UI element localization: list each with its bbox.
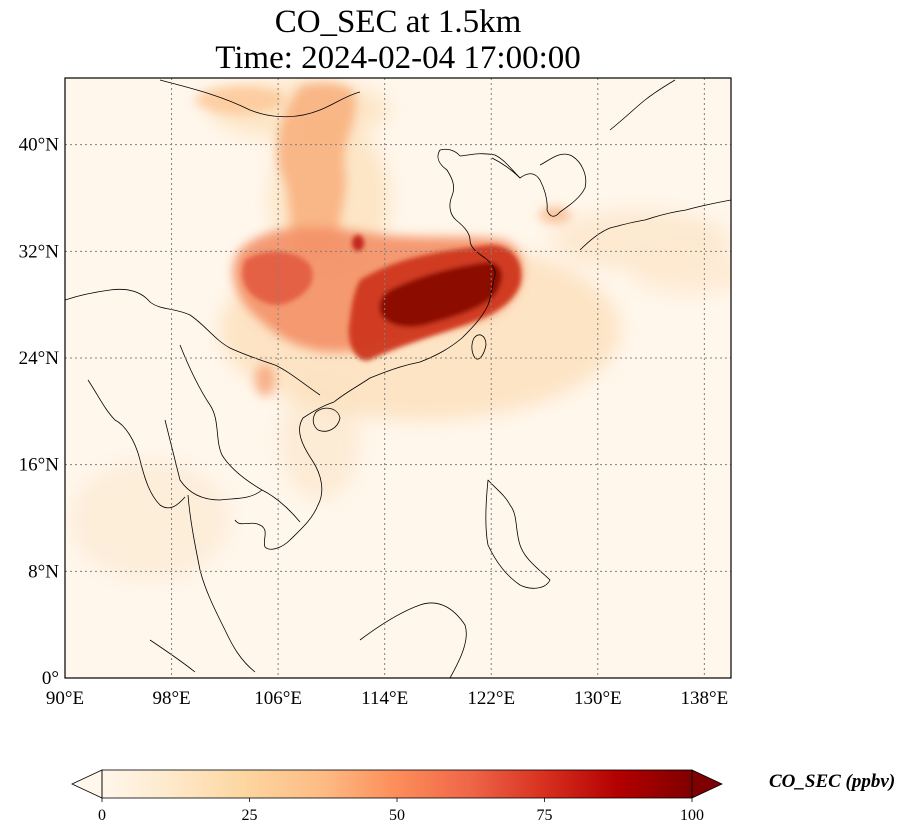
latitude-tick-label: 8°N <box>28 561 59 582</box>
border-indochina <box>179 344 301 523</box>
latitude-tick-label: 24°N <box>19 348 60 369</box>
colorbar: 0 25 50 75 100 CO_SEC (ppbv) <box>71 769 895 824</box>
colorbar-extend-min-arrow <box>71 769 103 799</box>
latitude-tick-label: 40°N <box>19 135 60 156</box>
longitude-tick-label: 138°E <box>681 688 729 709</box>
plume-core-layer <box>242 235 522 361</box>
coastline-bohai-korea <box>459 153 587 217</box>
map-frame <box>64 77 732 679</box>
plot-title-variable: CO_SEC at 1.5km <box>274 4 522 40</box>
longitude-tick-label: 106°E <box>254 688 302 709</box>
coastline-china-mainland <box>333 148 496 403</box>
coastlines-borders <box>65 79 731 678</box>
coastline-japan <box>579 199 731 251</box>
border-thailand <box>164 419 263 501</box>
latitude-tick-label: 0° <box>42 668 59 689</box>
colorbar-title: CO_SEC (ppbv) <box>769 771 895 792</box>
latitude-tick-label: 16°N <box>19 455 60 476</box>
colorbar-tick-label: 25 <box>242 807 258 824</box>
coastline-myanmar <box>87 379 186 509</box>
latitude-axis-labels: 0° 8°N 16°N 24°N 32°N 40°N <box>19 135 60 689</box>
coastline-taiwan <box>471 334 487 360</box>
colorbar-extend-max-arrow <box>691 769 723 799</box>
colorbar-ticks: 0 25 50 75 100 <box>98 798 704 824</box>
colorbar-tick-label: 50 <box>389 807 405 824</box>
graticule <box>65 78 731 678</box>
coastline-japan-north <box>609 79 676 131</box>
longitude-tick-label: 122°E <box>467 688 515 709</box>
longitude-tick-label: 130°E <box>574 688 622 709</box>
border-korea-china <box>491 157 521 179</box>
coastline-indochina <box>234 401 335 550</box>
coastline-hainan <box>312 407 341 432</box>
border-china-south <box>65 288 321 396</box>
coastline-malay-peninsula <box>187 494 256 673</box>
colorbar-tick-label: 75 <box>537 807 553 824</box>
coastline-sumatra <box>149 639 196 673</box>
longitude-tick-label: 90°E <box>46 688 84 709</box>
coastline-philippines <box>485 479 551 589</box>
plot-title-time: Time: 2024-02-04 17:00:00 <box>215 40 581 76</box>
longitude-axis-labels: 90°E 98°E 106°E 114°E 122°E 130°E 138°E <box>46 688 728 709</box>
coastline-borneo <box>359 602 467 678</box>
concentration-field <box>70 80 731 580</box>
colorbar-tick-label: 100 <box>680 807 704 824</box>
longitude-tick-label: 114°E <box>361 688 408 709</box>
longitude-tick-label: 98°E <box>152 688 190 709</box>
border-north <box>159 79 361 118</box>
latitude-tick-label: 32°N <box>19 241 60 262</box>
colorbar-body <box>102 770 692 798</box>
colorbar-tick-label: 0 <box>98 807 106 824</box>
